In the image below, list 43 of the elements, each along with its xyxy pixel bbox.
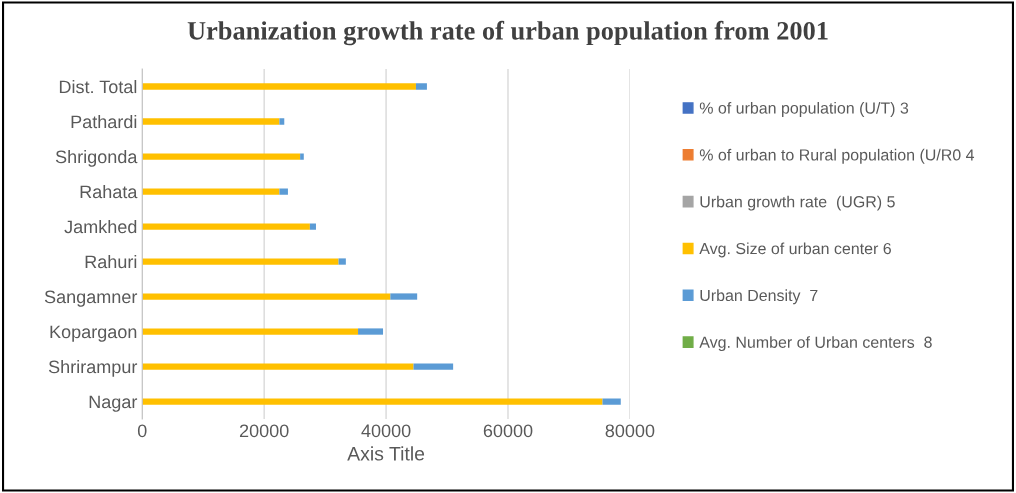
x-tick-label: 80000 — [605, 424, 655, 438]
y-tick-label: Kopargaon — [50, 325, 137, 342]
y-tick-label: Dist. Total — [59, 79, 137, 94]
bar — [415, 83, 427, 90]
bar — [142, 188, 280, 195]
y-tick-label: Nagar — [89, 395, 138, 412]
bar — [338, 258, 346, 265]
bar — [390, 293, 418, 300]
bar — [279, 118, 285, 125]
bar — [358, 328, 384, 335]
bar — [142, 398, 603, 405]
legend-label: % of urban population (U/T) 3 — [699, 102, 909, 117]
bar — [142, 118, 280, 125]
legend-label: Avg. Size of urban center 6 — [699, 242, 891, 258]
legend-label: Avg. Number of Urban centers 8 — [699, 336, 932, 352]
x-tick-label: 60000 — [483, 424, 533, 438]
y-tick-label: Rahuri — [85, 254, 137, 269]
y-tick-label: Sangamner — [44, 290, 138, 307]
y-tick-label: Shrigonda — [55, 149, 138, 167]
bar — [142, 258, 339, 265]
chart-title: Urbanization growth rate of urban population from 2001 — [187, 20, 828, 46]
y-tick-label: Jamkhed — [64, 219, 137, 234]
bar — [309, 223, 316, 230]
bar — [300, 153, 304, 160]
x-tick-label: 40000 — [361, 424, 411, 438]
legend-label: Urban growth rate (UGR) 5 — [700, 195, 895, 211]
bar — [279, 188, 288, 195]
y-tick-label: Pathardi — [71, 114, 137, 129]
bar — [142, 153, 301, 160]
bar — [413, 363, 454, 370]
bar — [142, 293, 391, 300]
legend-label: % of urban to Rural population (U/R0 4 — [699, 148, 975, 164]
y-tick-label: Shrirampur — [48, 360, 138, 377]
y-tick-label: Rahata — [80, 184, 138, 199]
bar — [142, 83, 416, 90]
x-tick-label: 0 — [137, 424, 147, 438]
bar — [142, 363, 414, 370]
x-axis-title: Axis Title — [347, 446, 425, 461]
legend-label: Urban Density 7 — [700, 289, 818, 305]
x-tick-label: 20000 — [239, 424, 289, 438]
bar — [602, 398, 621, 405]
bar — [142, 223, 310, 230]
bar — [142, 328, 359, 335]
